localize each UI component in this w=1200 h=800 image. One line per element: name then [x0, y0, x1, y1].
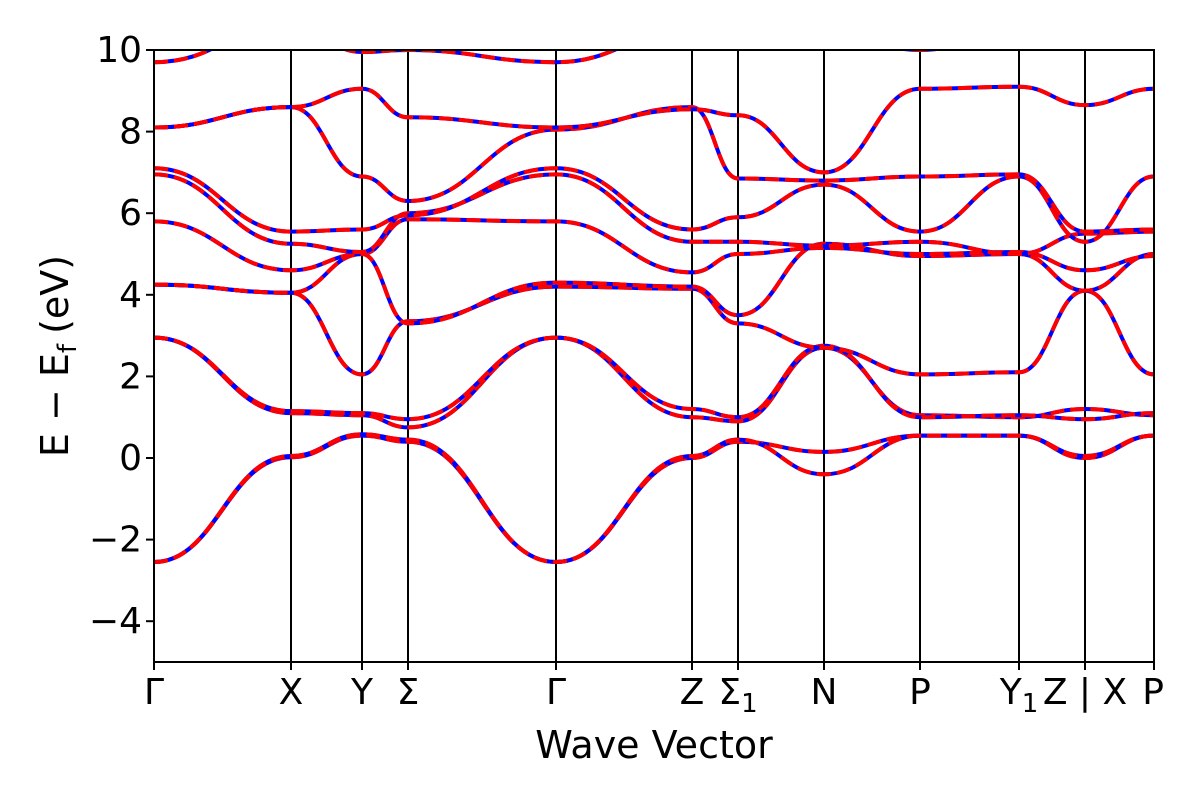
y-tick-label: 2 — [119, 356, 142, 397]
wannier-band-4 — [154, 282, 1154, 377]
x-tick-label: P — [909, 672, 931, 713]
wannier-band-8 — [154, 166, 1154, 244]
dft-band-11 — [154, 50, 943, 65]
x-tick-label: X — [279, 672, 304, 713]
x-tick-label: Γ — [546, 672, 566, 713]
dft-band-7 — [154, 172, 1154, 257]
y-tick-label: 4 — [119, 275, 142, 316]
y-tick-label: −4 — [89, 601, 142, 642]
wannier-band-9 — [154, 105, 1154, 234]
x-tick-label: Σ — [397, 672, 420, 713]
y-tick-label: 10 — [96, 30, 142, 71]
high-symmetry-lines — [290, 50, 1086, 662]
x-tick-label: Z — [680, 672, 705, 713]
dft-band-10 — [154, 84, 1154, 175]
wannier-band-7 — [154, 172, 1154, 257]
x-tick-label: N — [811, 672, 838, 713]
wannier-band-1 — [154, 432, 1154, 565]
wannier-band-3 — [154, 335, 1154, 422]
plot-frame — [153, 49, 1155, 663]
x-tick-label: P — [1142, 672, 1164, 713]
y-tick-label: 6 — [119, 193, 142, 234]
wannier-band-5 — [154, 241, 1154, 326]
dft-band-9 — [154, 105, 1154, 234]
x-tick-label: Y — [350, 672, 374, 713]
x-tick-label: Γ — [144, 672, 164, 713]
y-tick-label: 0 — [119, 438, 142, 479]
wannier-band-11 — [154, 50, 943, 65]
x-tick-label: Y1 — [999, 672, 1039, 719]
x-tick-label: Z | X — [1043, 672, 1127, 713]
band-lines — [154, 50, 1154, 565]
x-tick-label: Σ1 — [718, 672, 757, 719]
wannier-band-10 — [154, 84, 1154, 175]
y-axis-label-main: E − E — [33, 353, 77, 457]
y-axis-label-unit: (eV) — [33, 255, 77, 334]
y-axis-ticks: −4 −2 0 2 4 6 8 10 — [89, 30, 154, 642]
y-axis-label-subscript: f — [53, 343, 83, 353]
y-axis-label: E − Ef (eV) — [33, 255, 83, 457]
y-tick-label: 8 — [119, 112, 142, 153]
x-axis-ticks: Γ X Y Σ Γ Z Σ1 N P Y1 Z | X P — [144, 662, 1164, 719]
y-tick-label: −2 — [89, 520, 142, 561]
x-axis-label: Wave Vector — [535, 723, 773, 767]
